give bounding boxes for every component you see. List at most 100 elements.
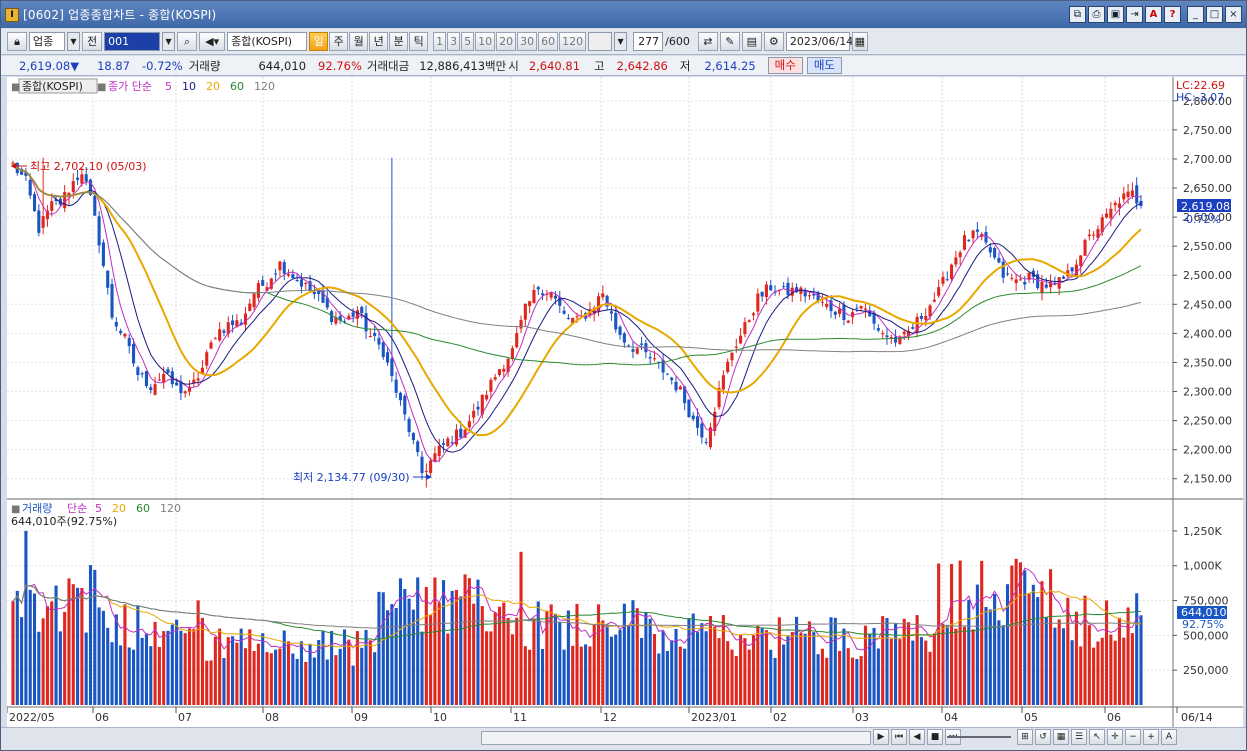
volume-bar [1066,597,1070,705]
zoom-slider[interactable] [947,736,1011,738]
volume-bar [261,633,265,705]
code-input[interactable]: 001 [104,32,161,51]
price-tick-label: 2,650.00 [1183,182,1232,195]
date-input[interactable]: 2023/06/14 [785,32,853,51]
volume-bar [708,615,713,705]
swap-icon[interactable]: ⇄ [697,32,718,51]
custom-interval-input[interactable] [588,32,613,51]
draw-icon[interactable]: ✎ [719,32,740,51]
step-back-icon[interactable]: ◀ [909,729,925,745]
save-icon[interactable]: ▣ [1107,6,1124,23]
candle [683,385,687,411]
ma-legend-20: 20 [206,80,220,93]
text-icon[interactable]: A [1161,729,1177,745]
interval-button-1[interactable]: 1 [433,32,447,51]
stop-icon[interactable]: ■ [927,729,943,745]
gear-icon[interactable]: ⚙ [763,32,784,51]
market-select[interactable]: 업종 [29,32,65,51]
interval-button-20[interactable]: 20 [496,32,517,51]
candle [760,291,764,302]
rewind-icon[interactable]: ⏮ [891,729,907,745]
pointer-icon[interactable]: ↖ [1089,729,1105,745]
reset-icon[interactable]: ↺ [1035,729,1051,745]
volume-bar [325,659,329,705]
print-icon[interactable]: ⎙ [1088,6,1105,23]
price-volume-chart[interactable]: 2,800.00 2,750.00 2,700.00 2,650.00 2,600.00… [7,77,1243,727]
scrollbar[interactable] [481,731,871,745]
volume-bar [1092,647,1096,705]
pin-icon[interactable]: ⇥ [1126,6,1143,23]
price-name-box[interactable]: 종합(KOSPI) [22,80,83,93]
candle [881,330,885,339]
interval-button-30[interactable]: 30 [517,32,538,51]
volume-handle-icon[interactable]: ■ [11,504,20,515]
candle [566,314,570,320]
ma-legend-10: 10 [182,80,196,93]
minus-icon[interactable]: − [1125,729,1141,745]
interval-button-60[interactable]: 60 [538,32,559,51]
interval-button-10[interactable]: 10 [475,32,496,51]
chevron-down-icon[interactable]: ▼ [162,32,176,51]
candle [41,157,45,235]
volume-bar [338,648,342,705]
chevron-down-icon[interactable]: ▼ [614,32,628,51]
grid-icon[interactable]: ▦ [1053,729,1069,745]
volume-bar [1109,634,1113,705]
list-icon[interactable]: ☰ [1071,729,1087,745]
period-tab-4[interactable]: 분 [389,32,409,51]
period-tab-2[interactable]: 월 [349,32,369,51]
volume-bar [571,645,575,705]
count-input[interactable]: 277 [633,32,664,51]
volume-bar [782,644,786,705]
volume-ma-legend-60: 60 [136,502,150,515]
candle [278,260,282,277]
candle [291,269,295,279]
disk-icon[interactable]: ▤ [741,32,762,51]
period-tab-0[interactable]: 일 [309,32,329,51]
close-button[interactable]: × [1225,6,1242,23]
volume-bar [93,569,97,705]
minimize-button[interactable]: _ [1187,6,1204,23]
app-icon: I [5,7,19,22]
volume-bar [1001,625,1005,705]
crosshair-icon[interactable]: ✛ [1107,729,1123,745]
link-icon[interactable]: ⧉ [1069,6,1086,23]
period-tab-5[interactable]: 틱 [409,32,429,51]
candle [1053,276,1057,286]
speaker-icon[interactable]: ◀▾ [199,32,226,51]
volume-bar [799,633,803,705]
candle [558,290,562,314]
candle [136,365,140,381]
volume-bar [1057,619,1061,705]
candle [1079,255,1083,274]
chevron-down-icon[interactable]: ▼ [67,32,80,51]
period-tab-1[interactable]: 주 [329,32,349,51]
help-icon[interactable]: ? [1164,6,1181,23]
calendar-icon[interactable]: ▦ [851,32,868,51]
volume-bar [11,601,15,705]
panel-handle-icon[interactable]: ■ [11,82,20,93]
price-ma-20-line [12,162,1142,437]
volume-bar [407,598,411,705]
volume-tick-label: 250,000 [1183,664,1229,677]
candle [45,205,49,227]
play-icon[interactable]: ▶ [873,729,889,745]
maximize-button[interactable]: □ [1206,6,1223,23]
volume-bar [863,625,868,705]
font-icon[interactable]: A [1145,6,1162,23]
period-tab-3[interactable]: 년 [369,32,389,51]
volume-bar [476,579,480,705]
candle [980,232,984,241]
plus-icon[interactable]: + [1143,729,1159,745]
lock-icon[interactable]: 🔒︎ [7,32,27,51]
interval-button-3[interactable]: 3 [447,32,461,51]
layout-icon[interactable]: ⊞ [1017,729,1033,745]
volume-bar [747,649,751,705]
sell-button[interactable]: 매도 [806,57,842,74]
interval-button-120[interactable]: 120 [559,32,587,51]
buy-button[interactable]: 매수 [767,57,803,74]
volume-bar [644,612,648,705]
interval-button-5[interactable]: 5 [461,32,475,51]
search-icon[interactable]: ⌕ [177,32,198,51]
prev-button[interactable]: 전 [82,32,103,51]
